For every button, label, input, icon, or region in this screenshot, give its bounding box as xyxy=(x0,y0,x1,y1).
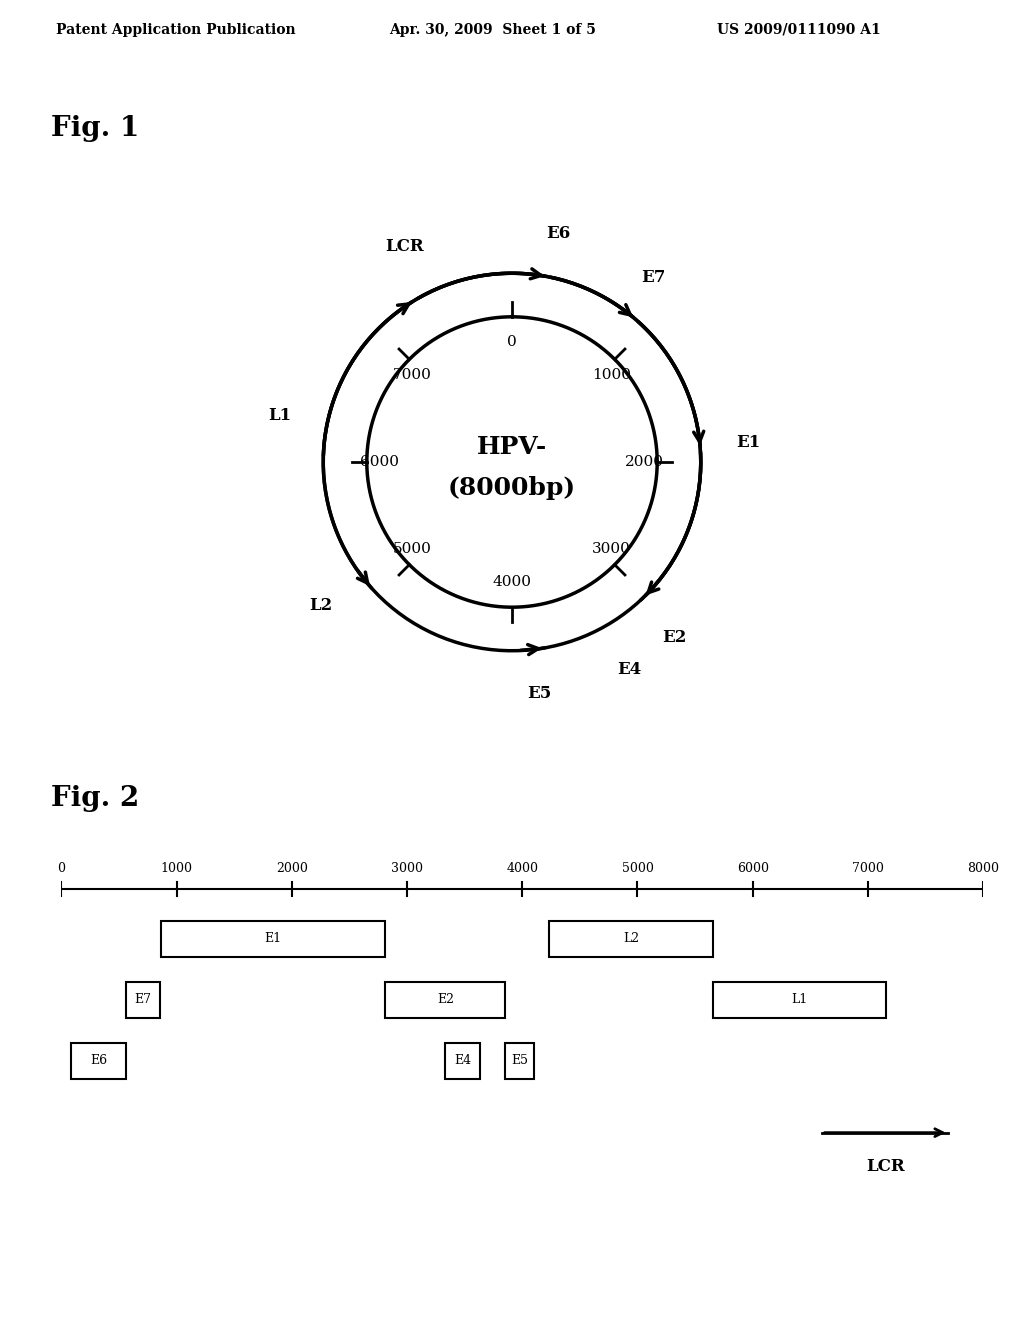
Bar xyxy=(550,921,713,957)
Text: 7000: 7000 xyxy=(852,862,884,875)
Text: 8000: 8000 xyxy=(967,862,999,875)
Text: Fig. 2: Fig. 2 xyxy=(51,785,139,812)
Text: E7: E7 xyxy=(641,269,666,286)
Bar xyxy=(161,921,385,957)
Text: L2: L2 xyxy=(309,598,332,614)
Text: 1000: 1000 xyxy=(592,368,631,381)
Text: 7000: 7000 xyxy=(393,368,432,381)
Text: L1: L1 xyxy=(268,407,292,424)
Text: HPV-: HPV- xyxy=(477,436,547,459)
Text: L1: L1 xyxy=(792,993,808,1006)
Text: (8000bp): (8000bp) xyxy=(447,477,577,500)
Text: US 2009/0111090 A1: US 2009/0111090 A1 xyxy=(717,22,881,37)
Text: 0: 0 xyxy=(507,335,517,348)
Text: Fig. 1: Fig. 1 xyxy=(51,115,139,143)
Text: E6: E6 xyxy=(90,1055,106,1067)
Text: LCR: LCR xyxy=(385,238,424,255)
Text: 2000: 2000 xyxy=(275,862,308,875)
Bar xyxy=(385,982,505,1018)
Text: 5000: 5000 xyxy=(622,862,653,875)
Bar xyxy=(71,1043,126,1078)
Text: E4: E4 xyxy=(617,661,642,677)
Text: E2: E2 xyxy=(437,993,454,1006)
Text: L2: L2 xyxy=(624,932,639,945)
Text: E5: E5 xyxy=(511,1055,527,1067)
Bar xyxy=(445,1043,479,1078)
Text: 3000: 3000 xyxy=(592,543,631,556)
Text: 5000: 5000 xyxy=(393,543,432,556)
Text: LCR: LCR xyxy=(866,1158,904,1175)
Text: E5: E5 xyxy=(527,685,552,702)
Text: E4: E4 xyxy=(454,1055,471,1067)
Text: 4000: 4000 xyxy=(493,576,531,589)
Text: E6: E6 xyxy=(547,224,571,242)
Text: 6000: 6000 xyxy=(359,455,398,469)
Text: E7: E7 xyxy=(135,993,152,1006)
Text: 6000: 6000 xyxy=(736,862,769,875)
Text: 3000: 3000 xyxy=(391,862,423,875)
Bar xyxy=(505,1043,534,1078)
Text: 2000: 2000 xyxy=(626,455,665,469)
Text: 4000: 4000 xyxy=(506,862,539,875)
Text: Patent Application Publication: Patent Application Publication xyxy=(56,22,296,37)
Text: 0: 0 xyxy=(57,862,66,875)
Text: Apr. 30, 2009  Sheet 1 of 5: Apr. 30, 2009 Sheet 1 of 5 xyxy=(389,22,596,37)
Text: 1000: 1000 xyxy=(161,862,193,875)
Text: E1: E1 xyxy=(736,434,761,451)
Text: E2: E2 xyxy=(663,630,687,647)
Bar xyxy=(126,982,161,1018)
Text: E1: E1 xyxy=(265,932,282,945)
Bar xyxy=(713,982,886,1018)
